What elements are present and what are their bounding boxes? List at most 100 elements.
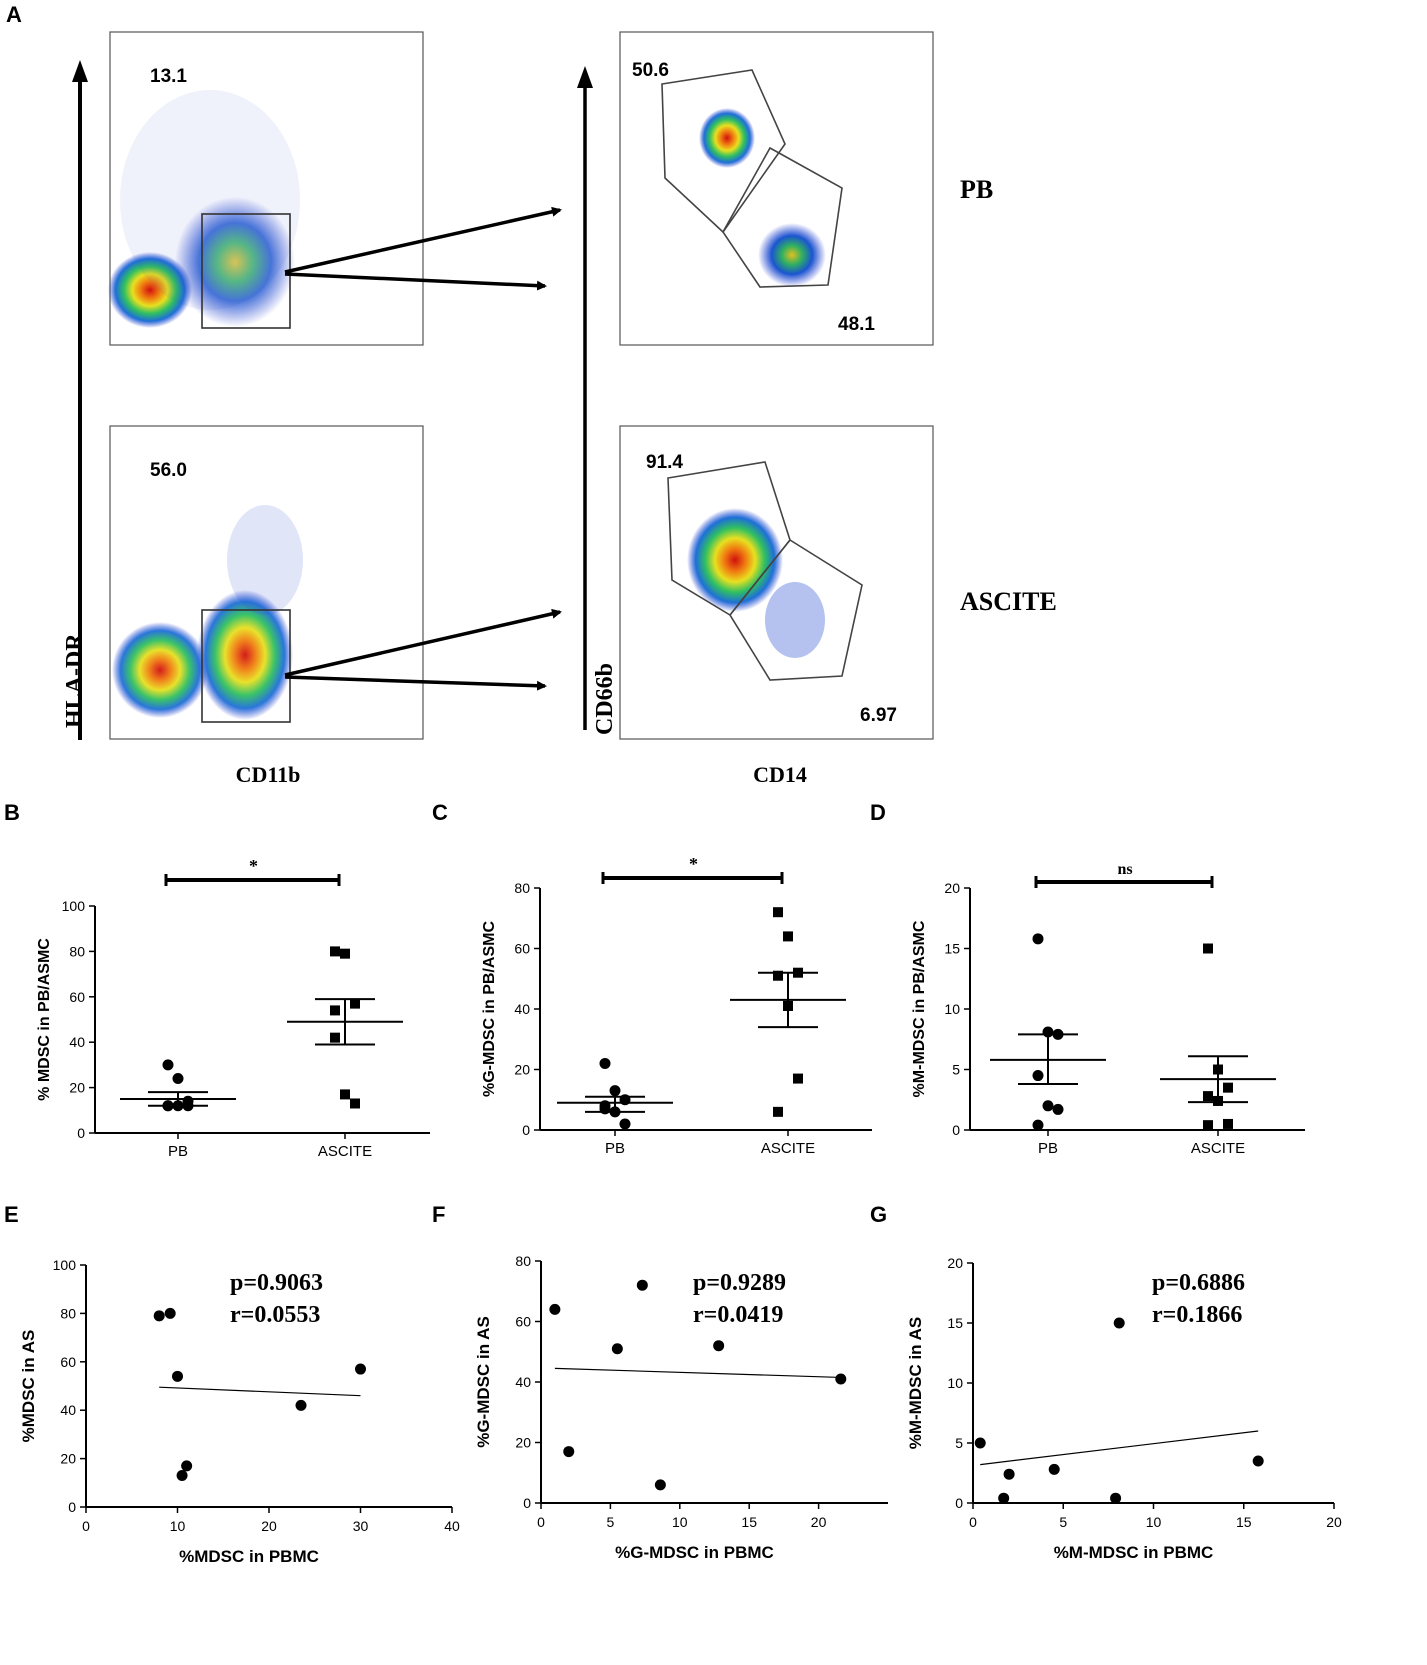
panel-letter-b: B <box>4 800 20 825</box>
data-point-square <box>773 907 783 918</box>
y-tick-label: 0 <box>952 1122 960 1138</box>
data-point-circle <box>1032 1070 1044 1082</box>
x-tick-label: 10 <box>170 1518 186 1534</box>
chart-f: 0 20 40 60 80 0 5 10 15 20 %G-MDSC in PBMC %G-MDSC … <box>474 1253 888 1562</box>
data-point-square <box>773 970 783 981</box>
x-tick-label: 5 <box>1059 1514 1067 1530</box>
data-point <box>611 1343 623 1355</box>
pb-right-bottom-gate-value: 48.1 <box>838 314 875 335</box>
chart-d: 0 5 10 15 20 PB ASCITE %M-MDSC in PB/ASMC ns <box>911 861 1305 1157</box>
y-tick-label: 15 <box>944 941 960 957</box>
x-tick-label: 20 <box>261 1518 277 1534</box>
p-value-label: p=0.9063 <box>230 1270 323 1296</box>
hla-dr-arrow-head <box>72 60 88 82</box>
x-tick-label: ASCITE <box>1191 1140 1245 1157</box>
data-point-square <box>1203 943 1213 954</box>
x-tick-label: 0 <box>969 1514 977 1530</box>
y-tick-label: 40 <box>69 1034 85 1050</box>
y-tick-label: 80 <box>60 1305 76 1321</box>
cd14-label: CD14 <box>753 762 807 787</box>
y-tick-label: 100 <box>62 898 86 914</box>
y-axis-label: %M-MDSC in PB/ASMC <box>911 920 928 1097</box>
x-tick-label: 20 <box>811 1514 827 1530</box>
regression-line <box>980 1430 1259 1466</box>
y-tick-label: 0 <box>955 1495 963 1511</box>
ascite-left-gate-value: 56.0 <box>150 460 187 481</box>
r-value-label: r=0.0553 <box>230 1302 320 1328</box>
data-point <box>549 1303 561 1315</box>
pb-left-gate-value: 13.1 <box>150 66 187 87</box>
y-tick-label: 10 <box>944 1001 960 1017</box>
cd66b-label: CD66b <box>592 663 618 735</box>
data-point <box>153 1310 165 1322</box>
y-tick-label: 60 <box>515 1314 531 1330</box>
chart-e: 0 20 40 60 80 100 0 10 20 30 40 %MDSC in PBMC %MDSC … <box>19 1257 460 1566</box>
pb-arrow-upper <box>284 206 562 274</box>
y-tick-label: 60 <box>69 989 85 1005</box>
y-tick-label: 0 <box>523 1495 531 1511</box>
data-point-circle <box>599 1057 611 1069</box>
p-value-label: p=0.6886 <box>1152 1270 1245 1296</box>
data-point-circle <box>162 1059 174 1071</box>
data-point-square <box>340 1089 350 1100</box>
r-value-label: r=0.0419 <box>693 1302 783 1328</box>
data-point <box>1003 1468 1015 1480</box>
panel-letter-d: D <box>870 800 886 825</box>
y-tick-label: 5 <box>952 1062 960 1078</box>
y-tick-label: 60 <box>514 941 530 957</box>
x-tick-label: 5 <box>607 1514 615 1530</box>
y-tick-label: 20 <box>947 1255 963 1271</box>
chart-c: 0 20 40 60 80 PB ASCITE %G-MDSC in PB/ASMC * <box>481 854 872 1157</box>
y-tick-label: 60 <box>60 1354 76 1370</box>
data-point <box>563 1446 575 1458</box>
data-point-square <box>330 1005 340 1016</box>
ascite-right-top-gate-value: 91.4 <box>646 452 683 473</box>
x-axis-label: %M-MDSC in PBMC <box>1054 1543 1214 1562</box>
data-point <box>181 1460 193 1472</box>
y-tick-label: 40 <box>514 1001 530 1017</box>
y-tick-label: 20 <box>69 1080 85 1096</box>
x-tick-label: 15 <box>741 1514 757 1530</box>
pb-cd14-plot <box>619 31 934 346</box>
x-tick-label: 15 <box>1236 1514 1252 1530</box>
data-point <box>998 1492 1010 1504</box>
x-axis-label: %MDSC in PBMC <box>179 1547 319 1566</box>
data-point <box>295 1399 307 1411</box>
data-point-square <box>340 948 350 959</box>
y-tick-label: 0 <box>77 1125 85 1141</box>
x-tick-label: 30 <box>353 1518 369 1534</box>
y-axis-label: %M-MDSC in AS <box>906 1317 925 1450</box>
y-tick-label: 80 <box>515 1253 531 1269</box>
data-point-square <box>1223 1118 1233 1129</box>
chart-g: 0 5 10 15 20 0 5 10 15 20 %M-MDSC in PBMC %M-MDSC i… <box>906 1255 1342 1562</box>
data-point-square <box>1223 1082 1233 1093</box>
data-point <box>1110 1492 1122 1504</box>
y-tick-label: 20 <box>514 1062 530 1078</box>
pb-right-top-gate-value: 50.6 <box>632 60 669 81</box>
data-point-square <box>1203 1120 1213 1131</box>
panel-letter-e: E <box>4 1202 19 1227</box>
data-point-square <box>783 931 793 942</box>
data-point <box>974 1437 986 1449</box>
y-axis-label: %MDSC in AS <box>19 1330 38 1443</box>
x-tick-label: 10 <box>672 1514 688 1530</box>
data-point <box>172 1370 183 1382</box>
cd66b-arrow-head <box>577 66 593 88</box>
chart-b: 0 20 40 60 80 100 PB ASCITE % MDSC in PB/ASMC * <box>36 856 430 1160</box>
x-tick-label: PB <box>168 1143 188 1160</box>
data-point <box>176 1470 188 1482</box>
data-point-square <box>330 946 340 957</box>
data-point <box>355 1363 366 1375</box>
y-tick-label: 20 <box>944 880 960 896</box>
data-point-circle <box>609 1085 621 1097</box>
y-tick-label: 15 <box>947 1315 963 1331</box>
data-point <box>1048 1463 1060 1475</box>
data-point-circle <box>619 1118 631 1130</box>
row-label-ascite: ASCITE <box>960 587 1057 616</box>
data-point-square <box>793 1073 803 1084</box>
y-tick-label: 100 <box>53 1257 77 1273</box>
y-tick-label: 5 <box>955 1435 963 1451</box>
data-point-square <box>1203 1091 1213 1102</box>
y-axis-label: %G-MDSC in AS <box>474 1316 493 1448</box>
x-tick-label: 10 <box>1146 1514 1162 1530</box>
